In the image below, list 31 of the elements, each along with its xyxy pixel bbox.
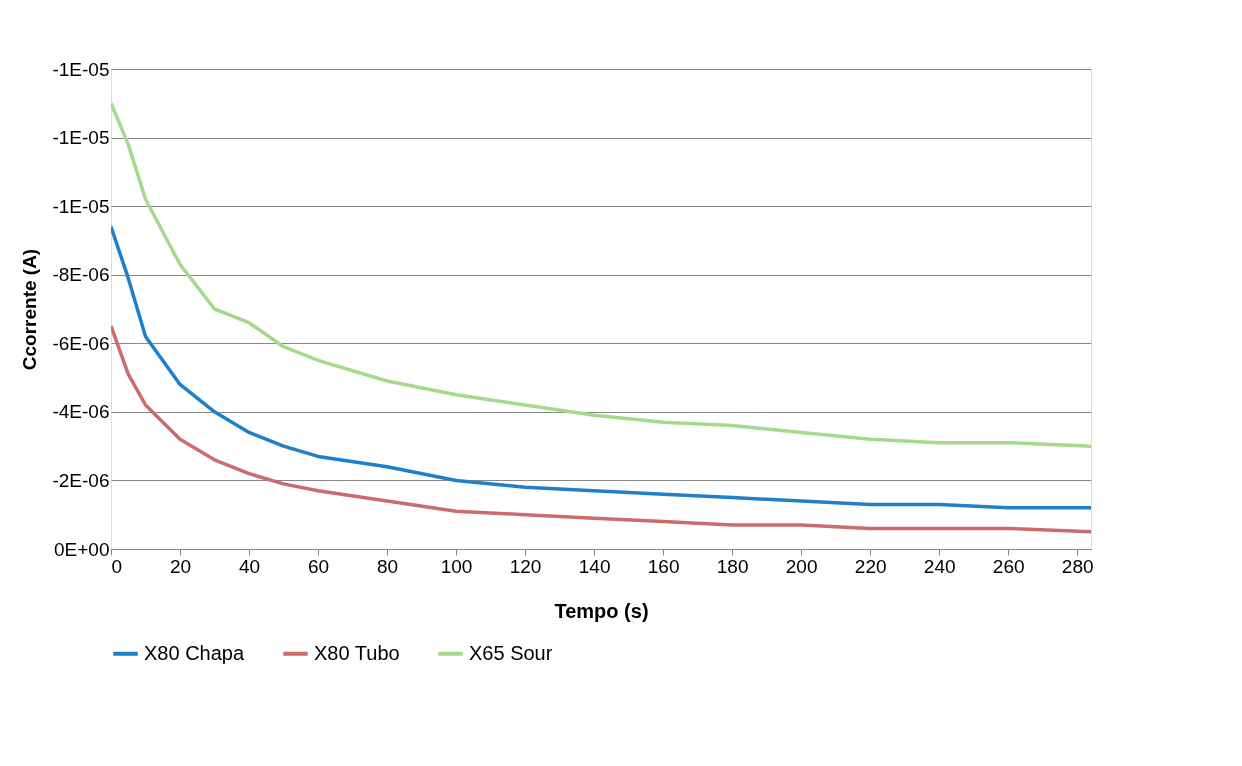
legend-label: X80 Tubo: [314, 641, 400, 664]
x-tick-label: 60: [307, 555, 330, 577]
x-tick-label: 200: [785, 555, 818, 577]
legend-label: X65 Sour: [469, 641, 553, 664]
y-tick-label: -1E-05: [52, 195, 110, 217]
x-tick-label: 280: [1061, 555, 1094, 577]
line-series: [111, 324, 1091, 534]
y-tick-label: -4E-06: [52, 401, 110, 423]
y-tick-label: 0E+00: [54, 538, 110, 560]
x-tick-label: 40: [238, 555, 261, 577]
line-series: [111, 224, 1091, 510]
legend-label: X80 Chapa: [144, 641, 245, 664]
x-tick-label: 260: [992, 555, 1025, 577]
y-tick-label: -8E-06: [52, 264, 110, 286]
x-tick-label: 160: [647, 555, 680, 577]
x-tick-label: 0: [111, 555, 123, 577]
x-tick-label: 20: [169, 555, 192, 577]
line-series: [111, 101, 1091, 448]
x-tick-label: 220: [854, 555, 887, 577]
y-tick-label: -1E-05: [52, 58, 110, 80]
x-tick-label: 100: [440, 555, 473, 577]
x-tick-label: 80: [376, 555, 399, 577]
y-axis-title: Ccorrente (A): [19, 248, 41, 371]
y-tick-label: -2E-06: [52, 469, 110, 491]
x-tick-label: 180: [716, 555, 749, 577]
x-tick-label: 120: [509, 555, 542, 577]
x-axis-title: Tempo (s): [554, 599, 649, 622]
x-tick-label: 240: [923, 555, 956, 577]
x-tick-label: 140: [578, 555, 611, 577]
y-tick-label: -6E-06: [52, 332, 110, 354]
y-tick-label: -1E-05: [52, 127, 110, 149]
